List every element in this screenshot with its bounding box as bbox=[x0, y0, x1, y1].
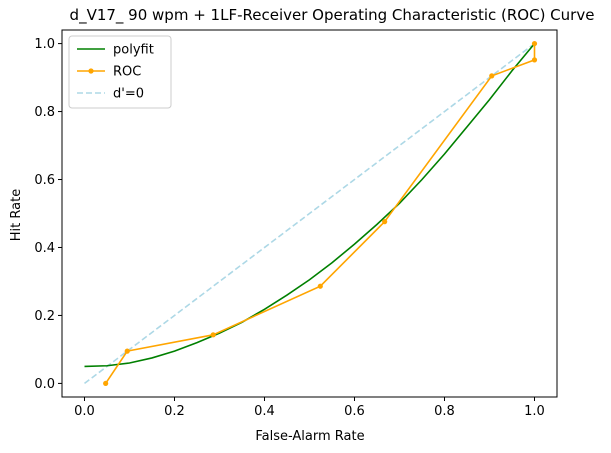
legend-label: d'=0 bbox=[113, 87, 144, 102]
roc-point bbox=[382, 219, 388, 225]
x-tick-label: 0.8 bbox=[434, 404, 455, 419]
roc-point bbox=[103, 380, 109, 387]
y-tick-label: 0.2 bbox=[34, 309, 55, 324]
y-tick-label: 1.0 bbox=[34, 37, 55, 52]
series-roc-line bbox=[104, 43, 536, 384]
y-axis: 0.0 0.2 0.4 0.6 0.8 1.0 bbox=[34, 37, 62, 392]
plot-area bbox=[61, 29, 558, 398]
y-tick-label: 0.4 bbox=[34, 241, 55, 256]
plot-frame bbox=[61, 29, 558, 398]
x-tick-label: 0.0 bbox=[74, 404, 95, 419]
roc-point bbox=[317, 283, 323, 289]
y-tick-label: 0.8 bbox=[34, 105, 55, 120]
roc-point bbox=[210, 332, 216, 338]
chart-title: d_V17_ 90 wpm + 1LF-Receiver Operating C… bbox=[70, 6, 595, 25]
legend: polyfit ROC d'=0 bbox=[68, 35, 172, 109]
x-axis: 0.0 0.2 0.4 0.6 0.8 1.0 bbox=[74, 397, 545, 419]
roc-point bbox=[489, 73, 495, 79]
y-tick-label: 0.0 bbox=[34, 377, 55, 392]
x-tick-label: 0.4 bbox=[254, 404, 275, 419]
legend-marker bbox=[88, 68, 94, 74]
y-axis-label: Hit Rate bbox=[9, 189, 24, 241]
legend-label: ROC bbox=[113, 65, 141, 80]
series-layer bbox=[84, 40, 538, 387]
x-axis-label: False-Alarm Rate bbox=[255, 429, 364, 444]
x-tick-label: 1.0 bbox=[524, 404, 545, 419]
series-polyfit-line bbox=[84, 43, 536, 368]
y-tick-label: 0.6 bbox=[34, 173, 55, 188]
roc-point bbox=[124, 348, 130, 354]
roc-point bbox=[531, 57, 538, 63]
x-tick-label: 0.2 bbox=[164, 404, 185, 419]
roc-point bbox=[531, 40, 538, 47]
legend-box bbox=[68, 35, 172, 109]
legend-label: polyfit bbox=[113, 43, 154, 58]
series-d-0-line bbox=[84, 42, 535, 385]
x-tick-label: 0.6 bbox=[344, 404, 365, 419]
